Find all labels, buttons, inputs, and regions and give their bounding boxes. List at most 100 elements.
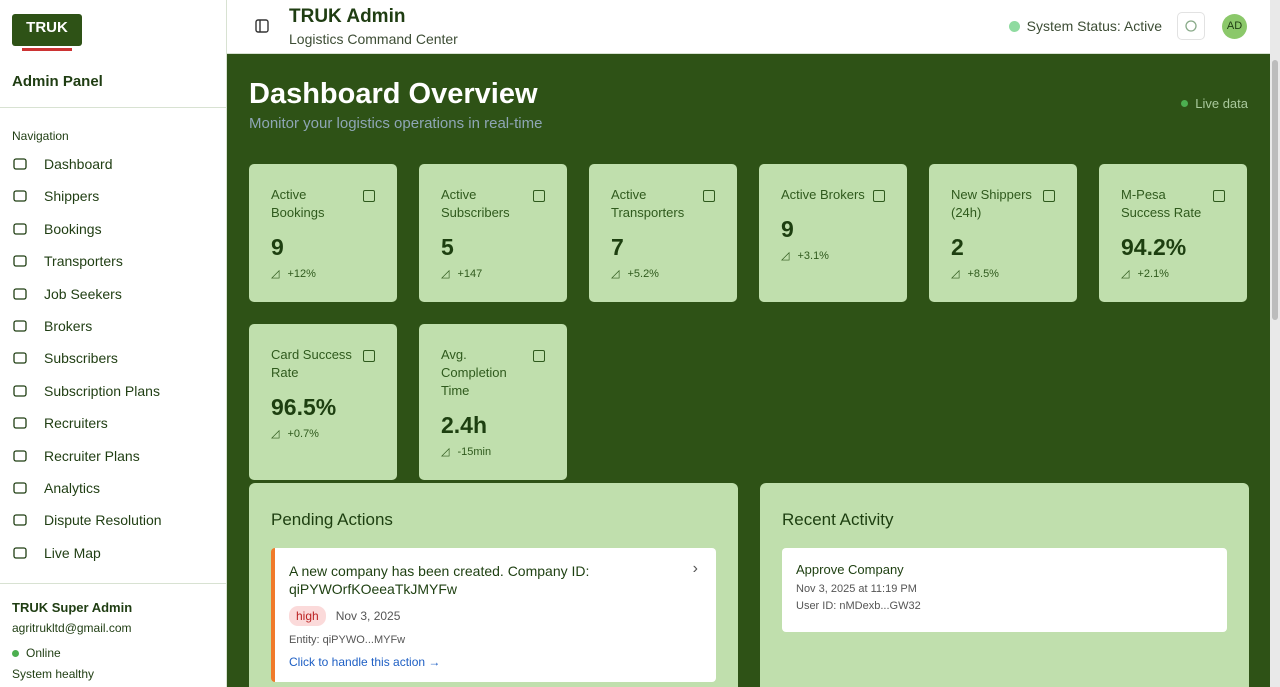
status-text: Online bbox=[26, 646, 61, 660]
nav-item[interactable]: Subscription Plans bbox=[12, 383, 160, 399]
header: TRUK Admin Logistics Command Center Syst… bbox=[227, 0, 1270, 54]
stat-cards: Active Bookings 9 ◿ +12% Active Subscribers 5… bbox=[249, 164, 1248, 480]
nav-label: Subscription Plans bbox=[44, 382, 160, 399]
trend-icon: ◿ bbox=[951, 268, 960, 280]
trend-icon: ◿ bbox=[781, 250, 790, 262]
sidebar: TRUK Admin Panel Navigation Dashboard Shi… bbox=[0, 0, 227, 687]
stat-card: Active Bookings 9 ◿ +12% bbox=[249, 164, 397, 302]
stat-change: ◿ +5.2% bbox=[611, 267, 715, 280]
activity-user: User ID: nMDexb...GW32 bbox=[796, 600, 921, 612]
nav-label: Subscribers bbox=[44, 350, 118, 367]
nav-label: Job Seekers bbox=[44, 285, 122, 302]
stat-value: 9 bbox=[271, 234, 284, 260]
stat-card: New Shippers (24h) 2 ◿ +8.5% bbox=[929, 164, 1077, 302]
nav-label: Dashboard bbox=[44, 156, 113, 172]
priority-badge: high bbox=[289, 606, 326, 626]
stat-card: Avg. Completion Time 2.4h ◿ -15min bbox=[419, 324, 567, 480]
pending-list: A new company has been created. Company … bbox=[271, 548, 716, 682]
header-subtitle: Logistics Command Center bbox=[289, 31, 458, 47]
nav-label: Transporters bbox=[44, 253, 123, 270]
system-status: System Status: Active bbox=[1008, 18, 1162, 34]
stat-value: 2 bbox=[951, 234, 964, 260]
item-meta: high Nov 3, 2025 bbox=[289, 606, 676, 626]
stat-icon bbox=[533, 350, 545, 362]
item-date: Nov 3, 2025 bbox=[335, 609, 401, 623]
stat-icon bbox=[363, 190, 375, 202]
stat-change: ◿ +3.1% bbox=[781, 249, 885, 262]
stat-card: Active Brokers 9 ◿ +3.1% bbox=[759, 164, 907, 302]
nav-item[interactable]: Brokers bbox=[12, 318, 92, 334]
stat-value: 5 bbox=[441, 234, 454, 260]
stat-card: Active Transporters 7 ◿ +5.2% bbox=[589, 164, 737, 302]
stat-label: Avg. Completion Time bbox=[441, 346, 545, 400]
stat-change: ◿ +147 bbox=[441, 267, 545, 280]
nav-item[interactable]: Dispute Resolution bbox=[12, 512, 162, 528]
live-indicator: Live data bbox=[1181, 96, 1248, 111]
user-status: Online bbox=[12, 646, 61, 660]
trend-icon: ◿ bbox=[441, 446, 450, 458]
label-text: Card Success Rate bbox=[271, 347, 352, 380]
panel-title: Pending Actions bbox=[271, 510, 393, 529]
stat-label: New Shippers (24h) bbox=[951, 186, 1055, 222]
stat-label: Card Success Rate bbox=[271, 346, 375, 382]
sidebar-toggle[interactable] bbox=[255, 19, 269, 33]
nav-item[interactable]: Job Seekers bbox=[12, 286, 122, 302]
nav-item[interactable]: Bookings bbox=[12, 221, 102, 237]
activity-item: Approve Company Nov 3, 2025 at 11:19 PM Us… bbox=[782, 548, 1227, 632]
label-text: New Shippers (24h) bbox=[951, 187, 1032, 220]
pending-item[interactable]: A new company has been created. Company … bbox=[271, 548, 716, 682]
change-text: +8.5% bbox=[967, 268, 999, 280]
stat-icon bbox=[1043, 190, 1055, 202]
stat-card: M-Pesa Success Rate 94.2% ◿ +2.1% bbox=[1099, 164, 1247, 302]
stat-change: ◿ -15min bbox=[441, 445, 545, 458]
avatar[interactable]: AD bbox=[1222, 14, 1247, 39]
nav-item[interactable]: Shippers bbox=[12, 188, 99, 204]
item-link[interactable]: Click to handle this action → bbox=[289, 655, 441, 669]
nav-item[interactable]: Subscribers bbox=[12, 350, 118, 366]
stat-label: Active Brokers bbox=[781, 186, 885, 204]
label-text: Active Subscribers bbox=[441, 187, 510, 220]
stat-label: M-Pesa Success Rate bbox=[1121, 186, 1225, 222]
stat-card: Active Subscribers 5 ◿ +147 bbox=[419, 164, 567, 302]
logo: TRUK bbox=[12, 14, 82, 51]
header-title: TRUK Admin bbox=[289, 6, 406, 27]
nav-item[interactable]: Dashboard bbox=[12, 156, 113, 172]
stat-value: 96.5% bbox=[271, 394, 337, 420]
nav-item[interactable]: Recruiters bbox=[12, 415, 108, 431]
page-subtitle: Monitor your logistics operations in rea… bbox=[249, 115, 543, 132]
label-text: Avg. Completion Time bbox=[441, 347, 507, 398]
change-text: +3.1% bbox=[797, 250, 829, 262]
nav-item[interactable]: Analytics bbox=[12, 480, 100, 496]
logo-text: TRUK bbox=[26, 19, 68, 36]
trend-icon: ◿ bbox=[441, 268, 450, 280]
stat-change: ◿ +2.1% bbox=[1121, 267, 1225, 280]
change-text: +5.2% bbox=[627, 268, 659, 280]
main: Dashboard Overview Monitor your logistic… bbox=[227, 54, 1270, 687]
stat-icon bbox=[363, 350, 375, 362]
stat-label: Active Subscribers bbox=[441, 186, 545, 222]
theme-toggle[interactable] bbox=[1177, 12, 1205, 40]
stat-icon bbox=[1213, 190, 1225, 202]
label-text: Active Bookings bbox=[271, 187, 325, 220]
stat-label: Active Bookings bbox=[271, 186, 375, 222]
nav-label: Recruiters bbox=[44, 415, 108, 432]
change-text: +2.1% bbox=[1137, 268, 1169, 280]
trend-icon: ◿ bbox=[1121, 268, 1130, 280]
user-name: TRUK Super Admin bbox=[12, 600, 133, 615]
stat-value: 94.2% bbox=[1121, 234, 1187, 260]
activity-date: Nov 3, 2025 at 11:19 PM bbox=[796, 583, 917, 595]
pending-panel: Pending Actions A new company has been c… bbox=[249, 483, 738, 687]
nav-item[interactable]: Live Map bbox=[12, 545, 101, 561]
panel-title: Admin Panel bbox=[12, 73, 103, 90]
scrollbar bbox=[1270, 0, 1280, 687]
label-text: Active Brokers bbox=[781, 187, 865, 202]
stat-icon bbox=[703, 190, 715, 202]
activity-title: Approve Company bbox=[796, 562, 904, 577]
nav-item[interactable]: Recruiter Plans bbox=[12, 448, 140, 464]
stat-icon bbox=[873, 190, 885, 202]
nav-item[interactable]: Transporters bbox=[12, 253, 123, 269]
panel-title: Recent Activity bbox=[782, 510, 894, 529]
item-entity: Entity: qiPYWO...MYFw bbox=[289, 634, 406, 646]
activity-list: Approve Company Nov 3, 2025 at 11:19 PM Us… bbox=[782, 548, 1227, 632]
